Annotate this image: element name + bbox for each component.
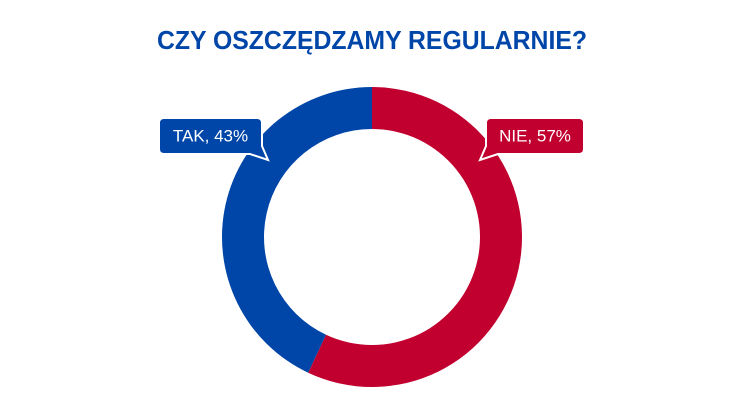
- donut-slice: [308, 87, 523, 387]
- label-box: [478, 117, 585, 162]
- data-label: NIE, 57%: [499, 126, 571, 145]
- data-label: TAK, 43%: [173, 126, 248, 145]
- chart-title: CZY OSZCZĘDZAMY REGULARNIE?: [157, 25, 587, 55]
- donut-slice: [222, 86, 372, 373]
- label-box: [158, 117, 270, 162]
